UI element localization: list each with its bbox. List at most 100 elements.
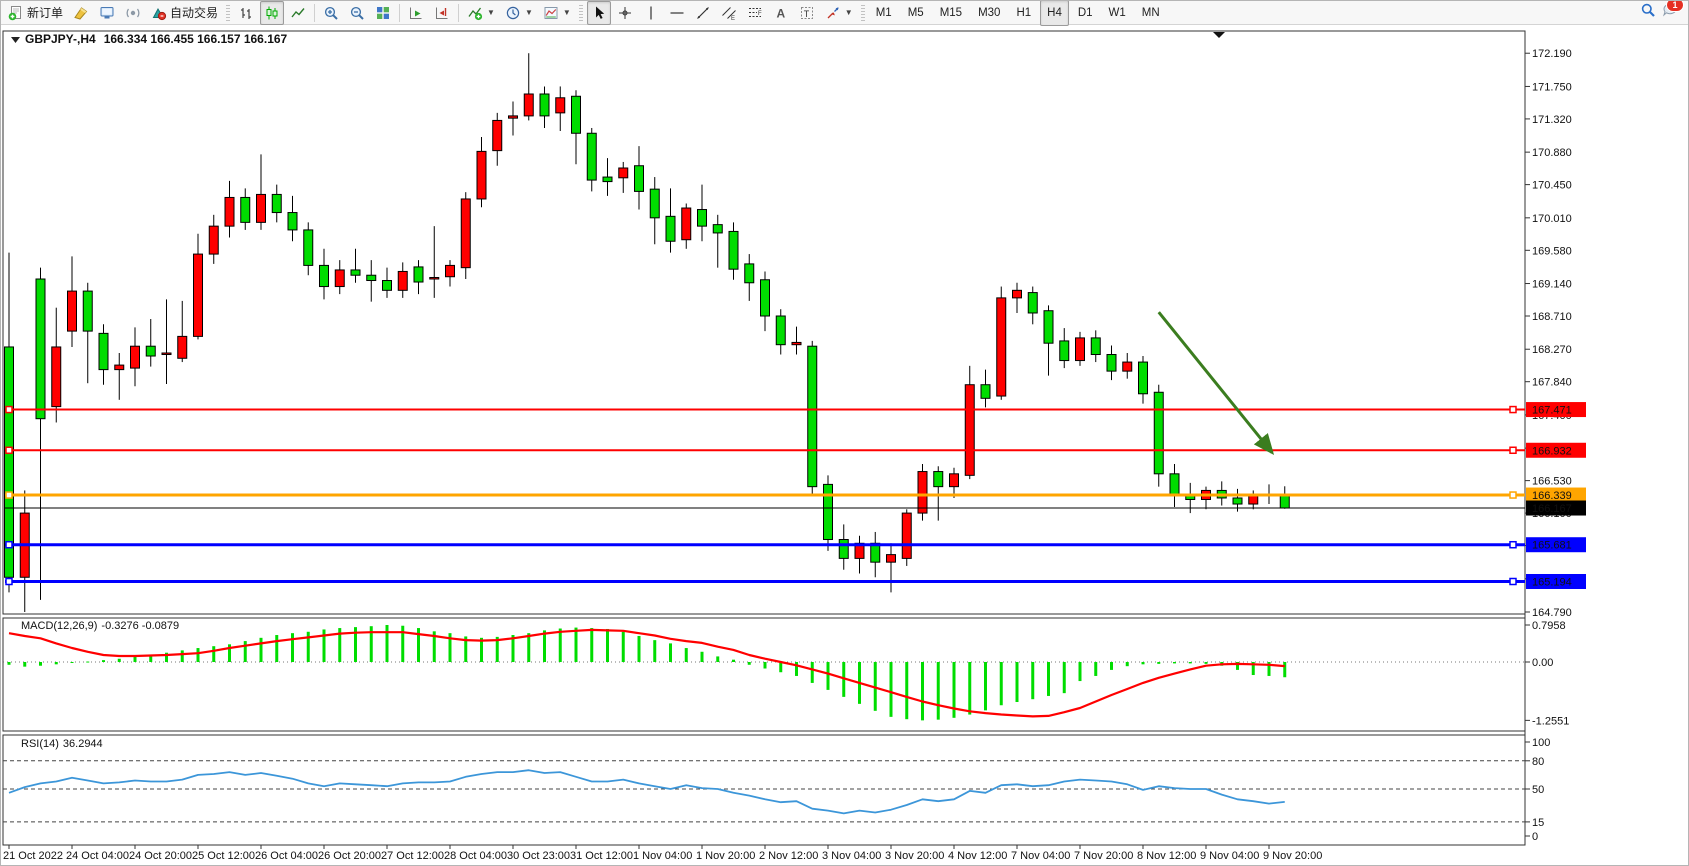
macd-histogram-bar	[448, 633, 452, 662]
toolbar-separator	[399, 3, 401, 22]
price-axis-label: 172.190	[1532, 48, 1572, 60]
dropdown-caret-icon[interactable]: ▼	[562, 8, 571, 17]
news-button[interactable]	[121, 1, 145, 25]
candle	[4, 252, 14, 593]
timeframe-d1-button[interactable]: D1	[1071, 1, 1100, 26]
candle-body	[67, 290, 77, 332]
candle-body	[429, 276, 440, 280]
candle-body	[602, 176, 613, 183]
auto-trading-button[interactable]: 自动交易	[147, 1, 222, 25]
dropdown-caret-icon[interactable]: ▼	[524, 8, 533, 17]
candlestick-chart-button[interactable]	[260, 1, 285, 25]
search-button[interactable]	[1640, 2, 1656, 23]
candle-body	[114, 364, 125, 371]
notifications-button[interactable]: 1	[1662, 1, 1684, 23]
line-handle[interactable]	[1509, 540, 1517, 549]
tile-windows-button[interactable]	[371, 1, 395, 25]
dropdown-caret-icon[interactable]: ▼	[487, 8, 495, 17]
trend-arrow[interactable]	[1157, 311, 1275, 456]
time-axis-label: 30 Oct 23:00	[507, 850, 570, 862]
timeframe-m30-button[interactable]: M30	[971, 1, 1007, 26]
line-handle[interactable]	[5, 446, 13, 455]
main-price-panel[interactable]	[2, 30, 1526, 615]
candle	[1027, 286, 1038, 325]
line-chart-button[interactable]	[286, 1, 310, 25]
macd-panel[interactable]	[2, 617, 1526, 732]
cursor-button[interactable]	[586, 1, 611, 25]
macd-histogram-bar	[1173, 662, 1176, 664]
templates-button[interactable]: ▼	[539, 1, 575, 25]
candle-body	[145, 345, 156, 357]
timeframe-m1-button[interactable]: M1	[869, 1, 899, 26]
crosshair-button[interactable]	[613, 1, 637, 25]
indicators-button[interactable]: ▼	[463, 1, 499, 25]
dropdown-caret-icon[interactable]: ▼	[844, 8, 853, 17]
candle-body	[161, 352, 172, 356]
candle-body	[397, 270, 408, 291]
line-handle[interactable]	[5, 577, 13, 586]
candle-body	[1027, 292, 1038, 314]
chart-shift-marker-icon[interactable]	[1213, 32, 1225, 38]
toolbar-button-label: MN	[1141, 6, 1160, 19]
macd-histogram-bar	[574, 627, 578, 662]
text-label-button[interactable]: T	[795, 1, 819, 25]
macd-histogram-bar	[39, 662, 42, 666]
zoom-in-button[interactable]	[319, 1, 343, 25]
candle	[618, 161, 629, 193]
vertical-line-button[interactable]	[639, 1, 663, 25]
candle-body	[807, 345, 818, 488]
text-button[interactable]: A	[769, 1, 793, 25]
candle-body	[1075, 337, 1085, 362]
toolbar-group: M1 M5 M15 M30 H1 H4 D1 W1 MN	[868, 1, 1168, 26]
macd-histogram-bar	[1015, 662, 1019, 702]
terminal-button[interactable]	[95, 1, 119, 25]
toolbar-separator	[314, 3, 316, 22]
timeframe-mn-button[interactable]: MN	[1135, 1, 1167, 26]
candle	[445, 260, 455, 287]
timeframe-m15-button[interactable]: M15	[933, 1, 969, 26]
svg-text:E: E	[731, 16, 735, 21]
fibonacci-button[interactable]: F	[743, 1, 767, 25]
chart-shift-button[interactable]	[430, 1, 454, 25]
bar-chart-button[interactable]	[234, 1, 258, 25]
candle-body	[476, 150, 487, 200]
line-handle[interactable]	[5, 540, 13, 549]
timeframe-h1-button[interactable]: H1	[1009, 1, 1038, 26]
periods-button[interactable]: ▼	[501, 1, 537, 25]
candle-body	[334, 269, 345, 288]
line-handle[interactable]	[1509, 491, 1517, 499]
equidistant-channel-button[interactable]: E	[717, 1, 741, 25]
horizontal-line-button[interactable]	[665, 1, 689, 25]
rsi-panel[interactable]	[2, 734, 1526, 846]
line-handle[interactable]	[1509, 577, 1517, 586]
toolbar-separator	[578, 4, 583, 21]
price-axis-label: 169.580	[1532, 245, 1572, 257]
timeframe-w1-button[interactable]: W1	[1102, 1, 1133, 26]
candle-body	[4, 346, 14, 578]
timeframe-h4-button[interactable]: H4	[1040, 1, 1069, 26]
arrows-button[interactable]: ▼	[821, 1, 857, 25]
candle-body	[35, 278, 46, 420]
candle	[460, 192, 471, 279]
new-order-button[interactable]: 新订单	[4, 1, 67, 25]
macd-histogram-bar	[228, 644, 231, 662]
line-handle[interactable]	[5, 405, 13, 414]
auto-scroll-button[interactable]	[404, 1, 428, 25]
line-handle[interactable]	[5, 491, 13, 499]
line-handle[interactable]	[1509, 446, 1517, 455]
macd-histogram-bar	[999, 662, 1003, 706]
trendline-button[interactable]	[691, 1, 715, 25]
zoom-out-button[interactable]	[345, 1, 369, 25]
candle-body	[177, 335, 188, 359]
chart-menu-arrow-icon[interactable]	[11, 37, 20, 43]
macd-histogram-bar	[905, 662, 909, 720]
line-handle[interactable]	[1509, 405, 1517, 414]
macd-histogram-bar	[810, 662, 814, 683]
terminal-icon	[99, 5, 115, 21]
macd-histogram-bar	[275, 635, 279, 662]
chart-canvas[interactable]: 172.190 171.750 171.320 170.880 170.450 170.0…	[1, 25, 1689, 866]
candle	[303, 222, 314, 276]
time-axis-label: 31 Oct 12:00	[570, 850, 633, 862]
styler-button[interactable]	[69, 1, 93, 25]
timeframe-m5-button[interactable]: M5	[901, 1, 931, 26]
